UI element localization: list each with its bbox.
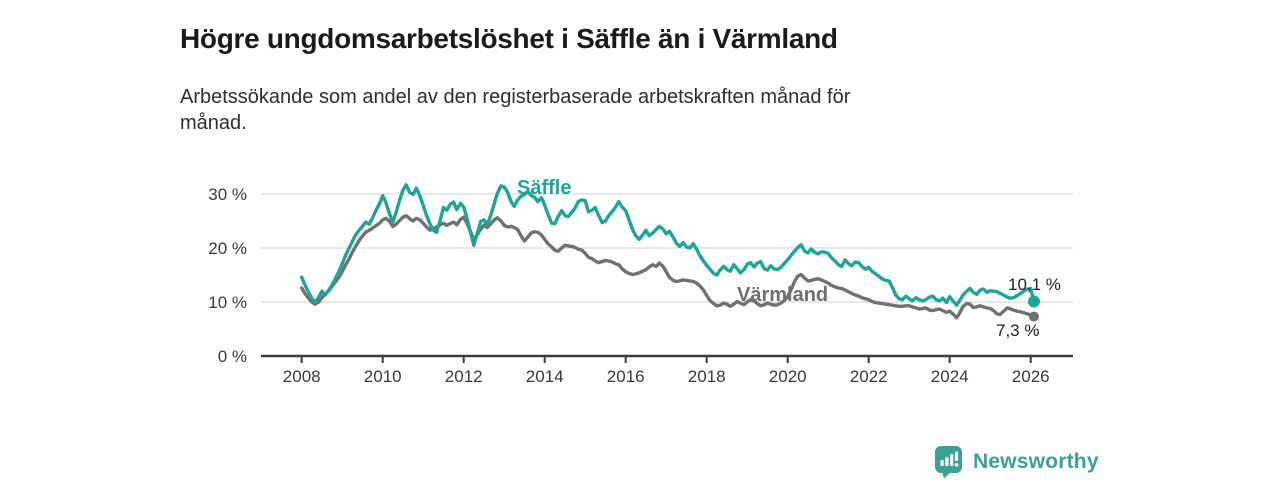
x-tick-label: 2020 bbox=[769, 367, 807, 386]
x-tick-label: 2008 bbox=[283, 367, 321, 386]
series-label-varmland: Värmland bbox=[737, 284, 828, 306]
brand-footer: Newsworthy bbox=[934, 445, 1099, 479]
x-tick-label: 2016 bbox=[607, 367, 645, 386]
latest-value-dot-säffle bbox=[1027, 295, 1040, 308]
page-title: Högre ungdomsarbetslöshet i Säffle än i … bbox=[180, 22, 838, 54]
series-line-säffle bbox=[300, 183, 1036, 307]
series-line-värmland bbox=[300, 213, 1036, 320]
y-tick-label: 10 % bbox=[208, 293, 247, 312]
y-tick-label: 0 % bbox=[218, 347, 247, 366]
latest-value-dot-värmland bbox=[1028, 311, 1039, 322]
series-lines bbox=[300, 183, 1036, 320]
x-tick-label: 2022 bbox=[850, 367, 888, 386]
x-tick-label: 2018 bbox=[688, 367, 726, 386]
bar-chart-speech-bubble-icon bbox=[935, 446, 962, 479]
series-label-saffle: Säffle bbox=[517, 177, 571, 199]
y-axis: 0 % 10 % 20 % 30 % bbox=[208, 185, 247, 366]
end-value-label-saffle: 10,1 % bbox=[1008, 275, 1061, 294]
x-tick-label: 2010 bbox=[364, 367, 402, 386]
x-tick-label: 2014 bbox=[526, 367, 564, 386]
x-tick-label: 2012 bbox=[445, 367, 483, 386]
x-tick-label: 2026 bbox=[1012, 367, 1050, 386]
brand-name: Newsworthy bbox=[973, 450, 1099, 473]
gridlines bbox=[261, 193, 1073, 303]
x-tick-label: 2024 bbox=[931, 367, 969, 386]
x-axis: 2008 2010 2012 2014 2016 2018 2020 2022 2024 2026 bbox=[261, 354, 1073, 386]
chart-subtitle: Arbetssökande som andel av den registerb… bbox=[180, 86, 851, 135]
end-value-label-varmland: 7,3 % bbox=[996, 321, 1039, 340]
y-tick-label: 20 % bbox=[208, 239, 247, 258]
y-tick-label: 30 % bbox=[208, 185, 247, 204]
end-markers bbox=[1027, 295, 1040, 322]
